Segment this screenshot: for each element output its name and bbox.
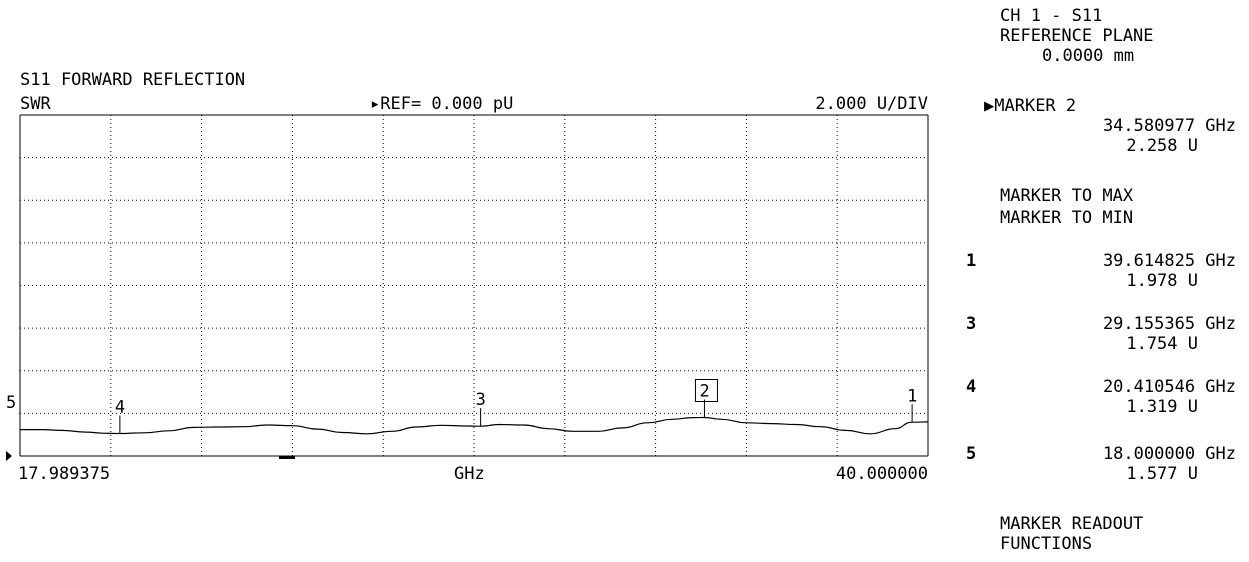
start-frequency-label: 17.989375 [18, 464, 111, 484]
marker-label: 3 [476, 390, 486, 410]
marker-3-value: 1.754 U [1126, 334, 1198, 354]
swr-trace [19, 416, 929, 435]
active-marker-label: MARKER 2 [994, 96, 1077, 116]
marker-5-number: 5 [966, 444, 977, 464]
reference-level: ▸REF= 0.000 pU [370, 94, 513, 114]
reference-level-text: REF= 0.000 pU [380, 94, 514, 114]
marker-3-frequency: 29.155365 GHz [1102, 314, 1236, 334]
plot-frame [19, 114, 929, 457]
marker-label: 2 [699, 382, 709, 402]
marker-5-value: 1.577 U [1126, 464, 1198, 484]
marker-1-value: 1.978 U [1126, 271, 1198, 291]
stop-frequency-label: 40.000000 [835, 464, 928, 484]
active-marker-value: 2.258 U [1126, 136, 1198, 156]
active-marker-box [694, 379, 718, 403]
reference-plane-label[interactable]: REFERENCE PLANE [1000, 26, 1154, 46]
active-marker-frequency: 34.580977 GHz [1102, 116, 1236, 136]
marker-3: 3 [476, 390, 486, 427]
pointer-icon: ▶ [984, 96, 995, 116]
marker-4-number: 4 [966, 377, 977, 397]
plot-grid [20, 115, 928, 456]
marker-label: 1 [907, 386, 917, 406]
reference-marker-icon: ▸ [370, 94, 381, 114]
marker-to-max-button[interactable]: MARKER TO MAX [1000, 186, 1134, 206]
readout-line-2: FUNCTIONS [1000, 534, 1093, 554]
reference-arrow [6, 451, 12, 461]
reference-tick [279, 456, 295, 459]
marker-4: 4 [115, 398, 125, 434]
marker-1: 1 [907, 386, 917, 423]
reference-plane-value: 0.0000 mm [1042, 46, 1135, 66]
marker-label: 4 [115, 398, 125, 418]
readout-line-1: MARKER READOUT [1000, 514, 1144, 534]
marker-4-frequency: 20.410546 GHz [1102, 377, 1236, 397]
active-marker-selector[interactable]: ▶MARKER 2 [984, 96, 1076, 116]
marker-1-frequency: 39.614825 GHz [1102, 251, 1236, 271]
marker-2: 2 [694, 379, 718, 418]
marker-layer: 1 2 3 4 5 [6, 379, 917, 434]
marker-1-number: 1 [966, 251, 977, 271]
channel-label: CH 1 - S11 [1000, 6, 1103, 26]
marker-to-min-button[interactable]: MARKER TO MIN [1000, 208, 1134, 228]
chart-title: S11 FORWARD REFLECTION [20, 70, 246, 90]
format-label: SWR [20, 94, 51, 114]
scale-label: 2.000 U/DIV [815, 94, 928, 114]
marker-5-frequency: 18.000000 GHz [1102, 444, 1236, 464]
marker-label: 5 [6, 393, 16, 413]
marker-5: 5 [6, 393, 16, 413]
x-unit-label: GHz [454, 464, 485, 484]
marker-readout-functions[interactable]: MARKER READOUT FUNCTIONS [1000, 514, 1143, 554]
marker-4-value: 1.319 U [1126, 397, 1198, 417]
marker-3-number: 3 [966, 314, 977, 334]
